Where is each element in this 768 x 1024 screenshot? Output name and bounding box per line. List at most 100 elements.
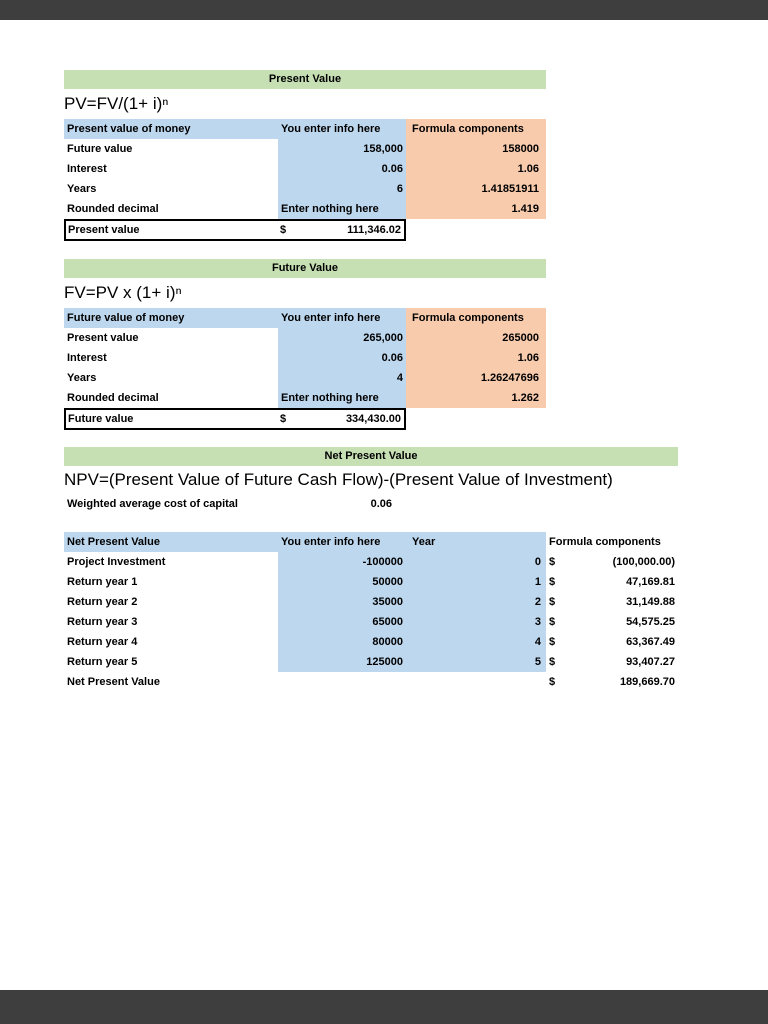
- spacer: [64, 514, 678, 532]
- npv-table: Net Present Value You enter info here Ye…: [64, 532, 678, 692]
- result-value: 111,346.02: [347, 224, 401, 236]
- table-row: Return year 4 80000 4 $ 63,367.49: [64, 632, 678, 652]
- row-label: Rounded decimal: [67, 392, 159, 404]
- entry-cell: 0.06: [278, 159, 406, 179]
- formula-component-cell: $ 54,575.25: [546, 612, 678, 632]
- pv-col-header-enter: You enter info here: [278, 119, 406, 139]
- entry-cell: 50000: [278, 572, 406, 592]
- table-row: Present value 265,000 265000: [64, 328, 678, 348]
- fv-col-header-enter: You enter info here: [278, 308, 406, 328]
- currency-symbol: $: [549, 676, 556, 688]
- formula-component-cell: 265000: [406, 328, 546, 348]
- row-label: Rounded decimal: [67, 203, 159, 215]
- table-row: Years 6 1.41851911: [64, 179, 678, 199]
- formula-component-cell: 1.06: [406, 348, 546, 368]
- table-row: Rounded decimal Enter nothing here 1.419: [64, 199, 678, 219]
- wacc-row: Weighted average cost of capital 0.06: [64, 494, 678, 514]
- fv-formula-text: FV=PV x (1+ i)ⁿ: [64, 283, 182, 302]
- formula-component-cell: $ 47,169.81: [546, 572, 678, 592]
- pv-header-row: Present value of money You enter info he…: [64, 119, 678, 139]
- component-value: (100,000.00): [612, 556, 675, 568]
- npv-header-row: Net Present Value You enter info here Ye…: [64, 532, 678, 552]
- year-cell: 2: [406, 592, 546, 612]
- entry-cell: 6: [278, 179, 406, 199]
- formula-component-cell: 1.262: [406, 388, 546, 408]
- currency-symbol: $: [280, 413, 287, 425]
- npv-total-row: Net Present Value $ 189,669.70: [64, 672, 678, 692]
- entry-cell: 65000: [278, 612, 406, 632]
- year-cell: 5: [406, 652, 546, 672]
- currency-symbol: $: [549, 636, 556, 648]
- table-row: Years 4 1.26247696: [64, 368, 678, 388]
- total-label: Net Present Value: [67, 676, 160, 688]
- currency-symbol: $: [549, 596, 556, 608]
- formula-component-cell: 1.419: [406, 199, 546, 219]
- pv-table: Present value of money You enter info he…: [64, 119, 678, 241]
- currency-symbol: $: [549, 616, 556, 628]
- pv-formula-text: PV=FV/(1+ i)ⁿ: [64, 94, 169, 113]
- entry-cell: 125000: [278, 652, 406, 672]
- result-amount: $ 334,430.00: [277, 413, 404, 425]
- fv-header-row: Future value of money You enter info her…: [64, 308, 678, 328]
- row-label: Years: [67, 372, 97, 384]
- formula-component-cell: $ 63,367.49: [546, 632, 678, 652]
- entry-cell: Enter nothing here: [278, 388, 406, 408]
- year-cell: 0: [406, 552, 546, 572]
- entry-cell: 35000: [278, 592, 406, 612]
- currency-symbol: $: [549, 576, 556, 588]
- row-label: Return year 3: [67, 616, 138, 628]
- component-value: 63,367.49: [626, 636, 675, 648]
- year-cell: 3: [406, 612, 546, 632]
- empty-cell: [278, 672, 406, 692]
- spreadsheet-content: Present Value PV=FV/(1+ i)ⁿ Present valu…: [64, 70, 678, 692]
- present-value-section: Present Value PV=FV/(1+ i)ⁿ Present valu…: [64, 70, 678, 241]
- table-row: Return year 2 35000 2 $ 31,149.88: [64, 592, 678, 612]
- year-cell: 4: [406, 632, 546, 652]
- row-label: Interest: [67, 352, 107, 364]
- row-label: Present value: [67, 332, 139, 344]
- present-value-title: Present Value: [64, 70, 546, 89]
- fv-result-row: Future value $ 334,430.00: [64, 408, 406, 430]
- entry-cell: 80000: [278, 632, 406, 652]
- component-value: 54,575.25: [626, 616, 675, 628]
- table-row: Return year 3 65000 3 $ 54,575.25: [64, 612, 678, 632]
- component-value: 31,149.88: [626, 596, 675, 608]
- npv-col-header-label: Net Present Value: [64, 532, 278, 552]
- result-amount: $ 111,346.02: [277, 224, 404, 236]
- entry-cell: -100000: [278, 552, 406, 572]
- component-value: 93,407.27: [626, 656, 675, 668]
- result-label: Present value: [68, 224, 140, 236]
- entry-cell: 4: [278, 368, 406, 388]
- npv-col-header-year: Year: [406, 532, 546, 552]
- document-page: Present Value PV=FV/(1+ i)ⁿ Present valu…: [0, 20, 768, 990]
- year-cell: 1: [406, 572, 546, 592]
- currency-symbol: $: [549, 556, 556, 568]
- formula-component-cell: $ 93,407.27: [546, 652, 678, 672]
- npv-formula-text: NPV=(Present Value of Future Cash Flow)-…: [64, 470, 613, 489]
- row-label: Return year 5: [67, 656, 138, 668]
- future-value-section: Future Value FV=PV x (1+ i)ⁿ Future valu…: [64, 259, 678, 430]
- row-label: Return year 1: [67, 576, 138, 588]
- total-value: 189,669.70: [619, 676, 675, 688]
- table-row: Interest 0.06 1.06: [64, 159, 678, 179]
- table-row: Future value 158,000 158000: [64, 139, 678, 159]
- pv-result-row: Present value $ 111,346.02: [64, 219, 406, 241]
- row-label: Interest: [67, 163, 107, 175]
- row-label: Return year 4: [67, 636, 138, 648]
- table-row: Project Investment -100000 0 $ (100,000.…: [64, 552, 678, 572]
- total-amount: $ 189,669.70: [546, 672, 678, 692]
- pv-col-header-label: Present value of money: [64, 119, 278, 139]
- component-value: 47,169.81: [626, 576, 675, 588]
- formula-component-cell: 158000: [406, 139, 546, 159]
- result-value: 334,430.00: [345, 413, 401, 425]
- empty-cell: [406, 672, 546, 692]
- fv-col-header-components: Formula components: [406, 308, 546, 328]
- formula-component-cell: $ 31,149.88: [546, 592, 678, 612]
- npv-title: Net Present Value: [64, 447, 678, 466]
- table-row: Interest 0.06 1.06: [64, 348, 678, 368]
- row-label: Years: [67, 183, 97, 195]
- pv-col-header-components: Formula components: [406, 119, 546, 139]
- entry-cell: Enter nothing here: [278, 199, 406, 219]
- fv-col-header-label: Future value of money: [64, 308, 278, 328]
